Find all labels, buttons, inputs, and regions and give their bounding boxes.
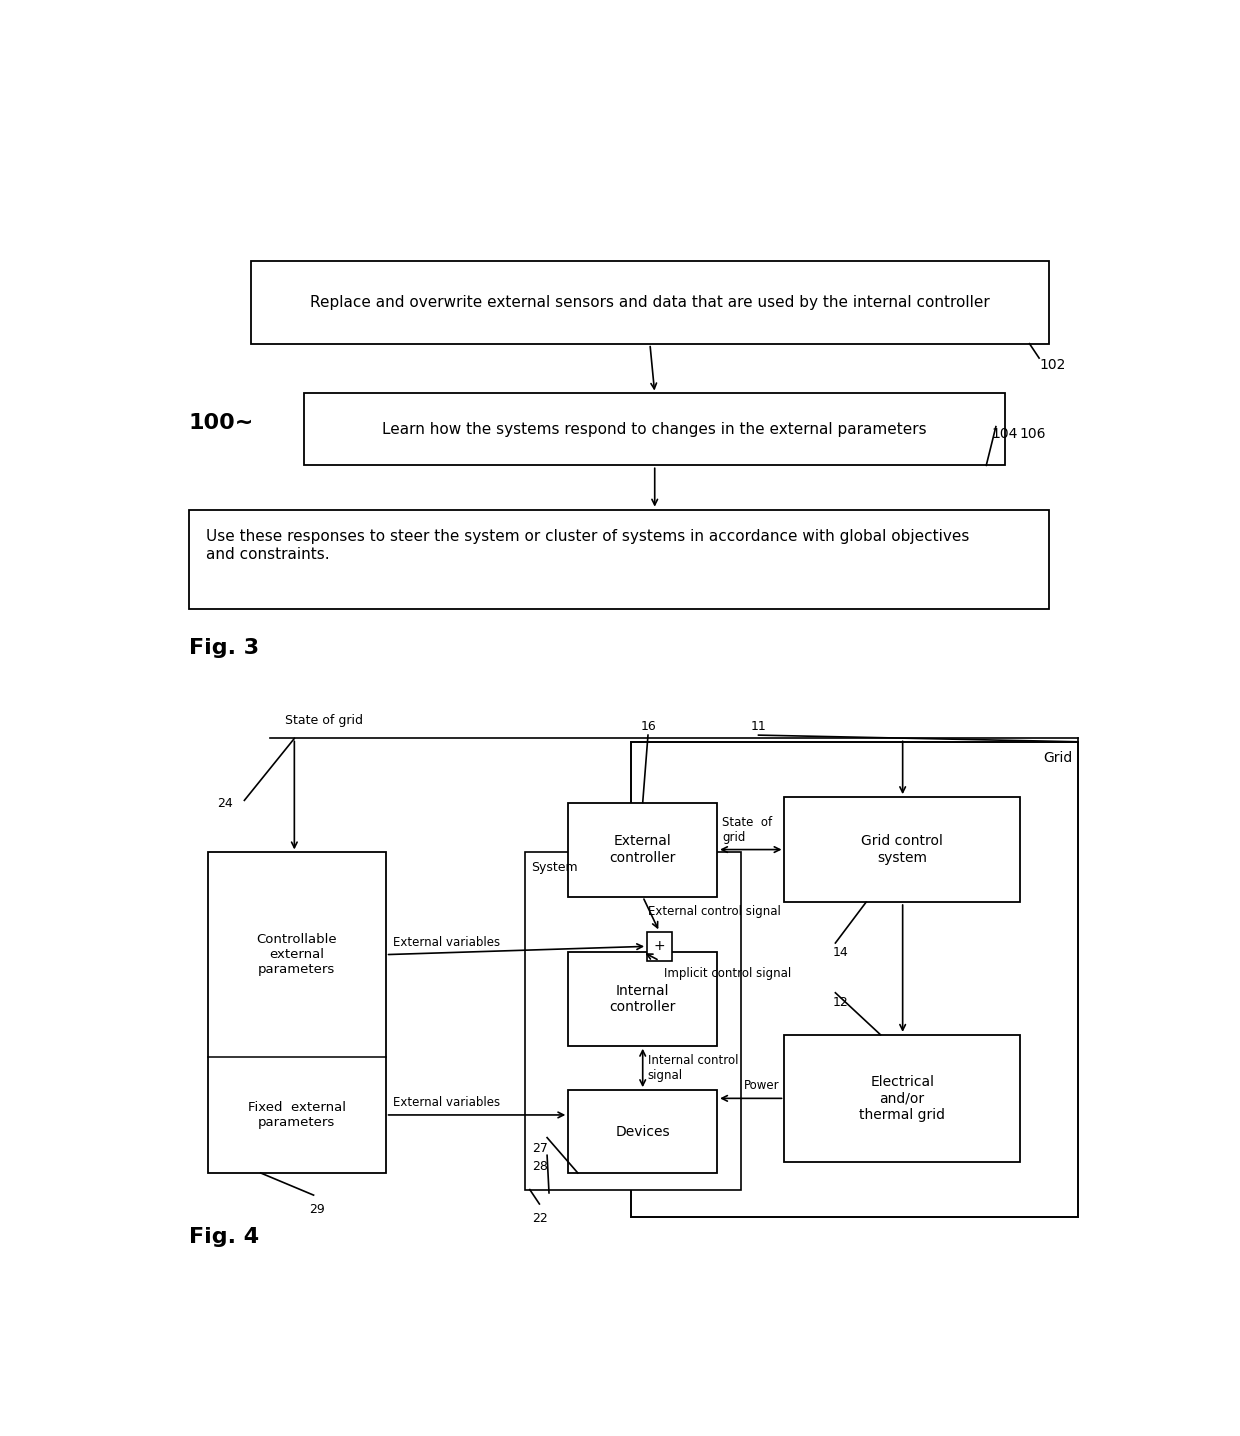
Text: Grid control
system: Grid control system [862, 834, 944, 864]
Text: Controllable
external
parameters: Controllable external parameters [257, 933, 337, 976]
FancyBboxPatch shape [568, 1090, 717, 1173]
Text: Implicit control signal: Implicit control signal [665, 968, 791, 981]
FancyBboxPatch shape [304, 393, 1006, 465]
Text: 24: 24 [217, 797, 233, 810]
Text: +: + [653, 939, 666, 954]
Text: System: System [531, 862, 578, 875]
Text: 12: 12 [832, 997, 848, 1010]
Text: External control signal: External control signal [647, 906, 780, 919]
FancyBboxPatch shape [647, 932, 672, 961]
Text: 29: 29 [309, 1203, 325, 1216]
FancyBboxPatch shape [568, 952, 717, 1045]
Text: 106: 106 [1019, 428, 1047, 441]
Text: Internal control
signal: Internal control signal [647, 1054, 738, 1081]
Text: Electrical
and/or
thermal grid: Electrical and/or thermal grid [859, 1076, 945, 1122]
Text: 22: 22 [532, 1212, 548, 1225]
Text: 104: 104 [991, 428, 1018, 441]
Text: Use these responses to steer the system or cluster of systems in accordance with: Use these responses to steer the system … [206, 530, 970, 561]
FancyBboxPatch shape [631, 742, 1078, 1218]
FancyBboxPatch shape [525, 853, 742, 1189]
Text: 100~: 100~ [188, 414, 254, 434]
FancyBboxPatch shape [188, 510, 1049, 609]
Text: External variables: External variables [393, 1097, 501, 1110]
Text: 102: 102 [1039, 358, 1065, 372]
Text: Power: Power [744, 1078, 780, 1091]
Text: Fig. 3: Fig. 3 [188, 638, 259, 658]
Text: State of grid: State of grid [285, 714, 363, 728]
Text: 14: 14 [832, 946, 848, 959]
Text: Learn how the systems respond to changes in the external parameters: Learn how the systems respond to changes… [382, 422, 928, 437]
Text: 27: 27 [532, 1142, 548, 1155]
Text: State  of
grid: State of grid [722, 816, 773, 844]
Text: Fixed  external
parameters: Fixed external parameters [248, 1101, 346, 1129]
FancyBboxPatch shape [785, 797, 1019, 902]
Text: 11: 11 [751, 719, 766, 732]
Text: Grid: Grid [1044, 751, 1073, 764]
Text: 28: 28 [532, 1160, 548, 1173]
Text: 16: 16 [640, 719, 656, 732]
FancyBboxPatch shape [208, 853, 386, 1173]
FancyBboxPatch shape [785, 1035, 1019, 1162]
FancyBboxPatch shape [250, 261, 1049, 343]
Text: Devices: Devices [615, 1124, 670, 1139]
Text: Internal
controller: Internal controller [610, 984, 676, 1014]
FancyBboxPatch shape [568, 803, 717, 896]
Text: External variables: External variables [393, 936, 501, 949]
Text: External
controller: External controller [610, 834, 676, 864]
Text: Fig. 4: Fig. 4 [188, 1228, 259, 1246]
Text: Replace and overwrite external sensors and data that are used by the internal co: Replace and overwrite external sensors a… [310, 294, 990, 310]
